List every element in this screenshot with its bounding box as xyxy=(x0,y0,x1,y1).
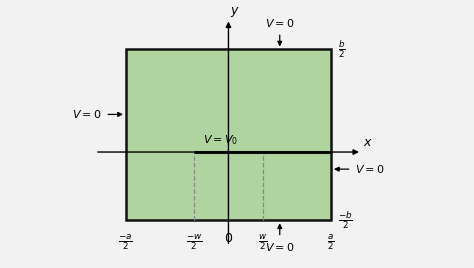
Text: $V = V_0$: $V = V_0$ xyxy=(203,133,238,147)
Text: $\frac{w}{2}$: $\frac{w}{2}$ xyxy=(258,232,267,252)
Text: $\frac{a}{2}$: $\frac{a}{2}$ xyxy=(327,232,335,252)
Text: $\frac{b}{2}$: $\frac{b}{2}$ xyxy=(338,39,346,60)
Text: $V = 0$: $V = 0$ xyxy=(73,108,102,120)
Text: $\frac{-b}{2}$: $\frac{-b}{2}$ xyxy=(338,210,353,231)
Text: x: x xyxy=(364,136,371,150)
Text: $V = 0$: $V = 0$ xyxy=(265,241,294,253)
Text: $V = 0$: $V = 0$ xyxy=(355,163,384,175)
Text: $\frac{-w}{2}$: $\frac{-w}{2}$ xyxy=(186,232,202,252)
Text: $0$: $0$ xyxy=(224,232,233,245)
Text: y: y xyxy=(230,4,237,17)
Bar xyxy=(126,49,331,221)
Text: $\frac{-a}{2}$: $\frac{-a}{2}$ xyxy=(118,232,133,252)
Text: $V = 0$: $V = 0$ xyxy=(265,17,294,29)
